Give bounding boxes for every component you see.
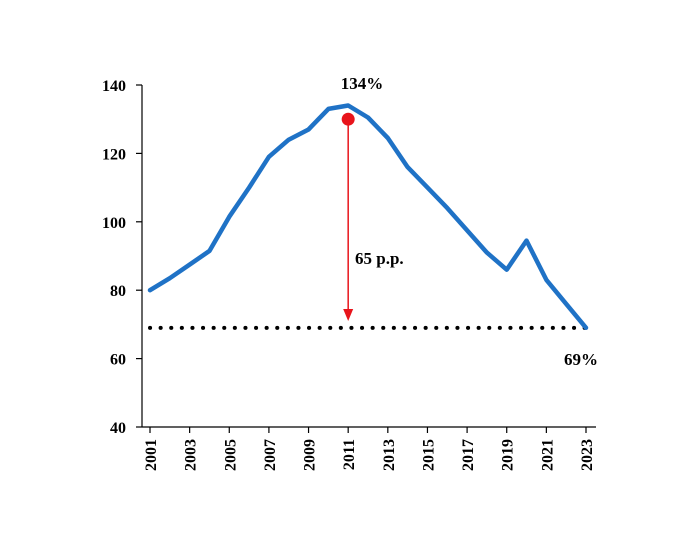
x-tick-label: 2001: [143, 439, 160, 471]
y-tick-label: 120: [102, 146, 126, 163]
drop-label: 65 p.p.: [355, 249, 404, 268]
x-tick-label: 2009: [302, 439, 319, 471]
x-axis: 2001 2003 2005 2007 2009 2011 2013 2015 2017 2019…: [142, 426, 596, 471]
series-group: [147, 103, 589, 331]
peak-label: 134%: [341, 74, 384, 93]
peak-marker: [341, 112, 355, 126]
y-tick-label: 40: [110, 420, 126, 437]
series-line: [147, 103, 589, 331]
x-tick-label: 2011: [341, 439, 358, 470]
x-tick-label: 2023: [579, 439, 596, 471]
x-tick-label: 2021: [539, 439, 556, 471]
drop-arrow-head: [343, 308, 354, 321]
y-tick-label: 100: [102, 215, 126, 232]
y-tick-label: 80: [110, 283, 126, 300]
y-axis: 40 60 80 100 120 140: [102, 78, 143, 437]
x-tick-label: 2007: [262, 439, 279, 471]
x-tick-label: 2017: [460, 439, 477, 471]
y-tick-label: 60: [110, 352, 126, 369]
x-tick-label: 2013: [381, 439, 398, 471]
x-tick-label: 2019: [500, 439, 517, 471]
x-tick-label: 2003: [183, 439, 200, 471]
end-label: 69%: [564, 350, 598, 369]
annotations: 134% 65 p.p. 69%: [341, 74, 598, 369]
x-tick-label: 2015: [420, 439, 437, 471]
x-tick-label: 2005: [222, 439, 239, 471]
y-tick-label: 140: [102, 78, 126, 95]
